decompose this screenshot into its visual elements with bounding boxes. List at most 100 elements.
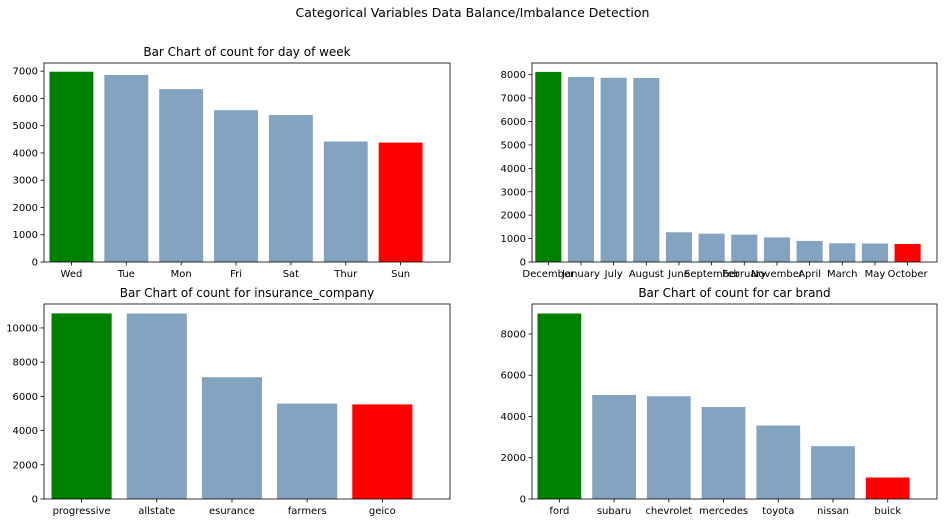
bar-september	[698, 233, 725, 262]
x-tick-label: farmers	[288, 506, 327, 517]
bar-esurance	[201, 377, 263, 499]
x-tick-label: April	[798, 269, 821, 280]
bar-sun	[378, 142, 423, 262]
bar-tue	[104, 74, 149, 262]
bar-progressive	[51, 313, 112, 499]
y-tick-label: 6000	[13, 392, 38, 403]
figure-suptitle: Categorical Variables Data Balance/Imbal…	[295, 5, 650, 20]
y-tick-label: 0	[32, 258, 38, 269]
y-tick-label: 2000	[13, 203, 38, 214]
bar-nissan	[811, 446, 855, 499]
bar-october	[894, 243, 921, 262]
bar-toyota	[756, 425, 801, 499]
y-tick-label: 4000	[501, 412, 526, 423]
x-tick-label: November	[751, 269, 804, 280]
x-tick-label: geico	[369, 506, 396, 517]
x-tick-label: March	[827, 269, 857, 280]
y-tick-label: 8000	[13, 358, 38, 369]
axes-frame	[43, 62, 451, 263]
axes-frame	[531, 62, 938, 263]
y-tick-label: 0	[520, 258, 526, 269]
x-tick-label: ford	[549, 506, 569, 517]
bar-mercedes	[701, 406, 746, 499]
bar-geico	[352, 404, 413, 499]
bar-farmers	[277, 403, 338, 499]
bar-mon	[159, 89, 204, 262]
y-tick-label: 5000	[501, 140, 526, 151]
bar-chevrolet	[646, 396, 691, 499]
y-tick-label: 3000	[501, 187, 526, 198]
bar-may	[861, 243, 889, 262]
y-tick-label: 8000	[501, 329, 526, 340]
bar-june	[665, 232, 693, 262]
chart-insurance-company: Bar Chart of count for insurance_company…	[6, 286, 451, 517]
x-tick-label: mercedes	[699, 506, 748, 517]
x-tick-label: Sun	[391, 269, 410, 280]
x-tick-label: June	[667, 269, 690, 280]
x-tick-label: December	[522, 269, 575, 280]
x-tick-label: nissan	[817, 506, 849, 517]
x-tick-label: buick	[874, 506, 901, 517]
y-tick-label: 0	[520, 495, 526, 506]
y-tick-label: 2000	[13, 460, 38, 471]
bar-wed	[49, 71, 94, 262]
y-tick-label: 2000	[501, 211, 526, 222]
bar-thur	[323, 141, 368, 262]
x-tick-label: July	[604, 269, 623, 280]
axes-frame	[531, 303, 938, 500]
x-tick-label: progressive	[53, 506, 111, 517]
x-tick-label: Tue	[117, 269, 135, 280]
y-tick-label: 1000	[13, 230, 38, 241]
bar-allstate	[126, 313, 187, 499]
y-tick-label: 8000	[501, 70, 526, 81]
y-tick-label: 5000	[13, 121, 38, 132]
bar-sat	[268, 115, 313, 262]
chart-title: Bar Chart of count for insurance_company	[120, 286, 374, 300]
x-tick-label: January	[561, 269, 600, 280]
y-tick-label: 6000	[13, 94, 38, 105]
bar-march	[829, 243, 856, 262]
x-tick-label: Thur	[333, 269, 358, 280]
bar-ford	[537, 313, 582, 499]
bar-august	[633, 77, 660, 263]
x-tick-label: October	[888, 269, 929, 280]
bar-july	[600, 77, 627, 262]
y-tick-label: 2000	[501, 453, 526, 464]
y-tick-label: 0	[32, 495, 38, 506]
bar-fri	[214, 110, 258, 262]
y-tick-label: 6000	[501, 117, 526, 128]
y-tick-label: 10000	[6, 323, 38, 334]
axes-frame	[43, 303, 451, 500]
bar-december	[535, 71, 562, 262]
bar-buick	[865, 477, 910, 499]
bar-january	[567, 77, 595, 262]
x-tick-label: toyota	[762, 506, 794, 517]
y-tick-label: 1000	[501, 234, 526, 245]
x-tick-label: Sat	[283, 269, 299, 280]
chart-title: Bar Chart of count for car brand	[638, 286, 830, 300]
y-tick-label: 6000	[501, 371, 526, 382]
chart-car-brand: Bar Chart of count for car brand ford suba…	[501, 286, 938, 517]
y-tick-label: 4000	[13, 426, 38, 437]
chart-day-of-week: Bar Chart of count for day of week Wed Tue…	[13, 45, 451, 280]
y-tick-label: 4000	[13, 148, 38, 159]
chart-title: Bar Chart of count for day of week	[143, 45, 350, 59]
x-tick-label: subaru	[597, 506, 631, 517]
x-tick-label: allstate	[138, 506, 175, 517]
y-tick-label: 7000	[13, 67, 38, 78]
y-tick-label: 7000	[501, 94, 526, 105]
bar-february	[731, 234, 758, 262]
bar-april	[796, 240, 823, 262]
x-tick-label: Fri	[230, 269, 242, 280]
y-tick-label: 3000	[13, 176, 38, 187]
x-tick-label: September	[684, 269, 740, 280]
x-tick-label: esurance	[209, 506, 255, 517]
x-tick-label: chevrolet	[645, 506, 692, 517]
x-tick-label: February	[722, 269, 766, 280]
bar-subaru	[592, 395, 636, 499]
y-tick-label: 4000	[501, 164, 526, 175]
x-tick-label: May	[865, 269, 886, 280]
x-tick-label: Mon	[171, 269, 192, 280]
x-tick-label: Wed	[61, 269, 83, 280]
